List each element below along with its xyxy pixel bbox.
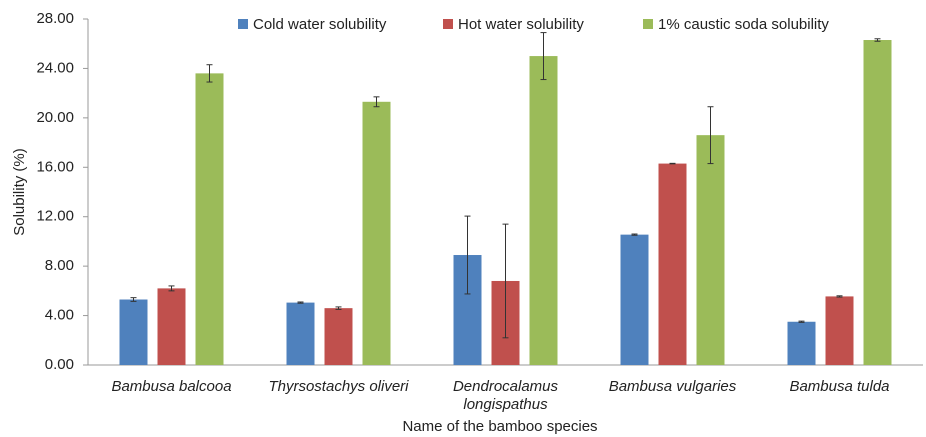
bar	[825, 296, 854, 365]
bar	[863, 40, 892, 365]
x-tick-label: Bambusa tulda	[789, 378, 890, 395]
y-tick-label: 24.00	[36, 59, 74, 76]
legend-swatch	[443, 19, 453, 29]
legend-swatch	[238, 19, 248, 29]
y-tick-label: 20.00	[36, 109, 74, 126]
bar	[658, 163, 687, 365]
bar	[620, 234, 649, 365]
x-tick-label: Bambusa balcooa	[111, 378, 232, 395]
y-tick-label: 4.00	[45, 307, 74, 324]
bar	[787, 321, 816, 365]
bar	[696, 135, 725, 365]
x-axis-label: Name of the bamboo species	[402, 418, 597, 435]
y-tick-label: 12.00	[36, 208, 74, 225]
legend-label: 1% caustic soda solubility	[658, 16, 829, 33]
bar	[286, 302, 315, 365]
x-tick-label: Dendrocalamus longispathus	[452, 378, 559, 413]
y-tick-label: 16.00	[36, 158, 74, 175]
y-axis-label: Solubility (%)	[11, 148, 28, 236]
legend-label: Hot water solubility	[458, 16, 584, 33]
bar	[529, 56, 558, 365]
bar	[119, 299, 148, 365]
legend-label: Cold water solubility	[253, 16, 387, 33]
bar	[324, 308, 353, 365]
legend-swatch	[643, 19, 653, 29]
bar	[362, 101, 391, 366]
bar	[195, 73, 224, 365]
x-tick-label: Bambusa vulgaries	[608, 378, 737, 395]
y-tick-label: 0.00	[45, 356, 74, 373]
bar	[157, 288, 186, 365]
y-tick-label: 28.00	[36, 10, 74, 27]
x-tick-label: Thyrsostachys oliveri	[268, 378, 409, 395]
y-tick-label: 8.00	[45, 257, 74, 274]
